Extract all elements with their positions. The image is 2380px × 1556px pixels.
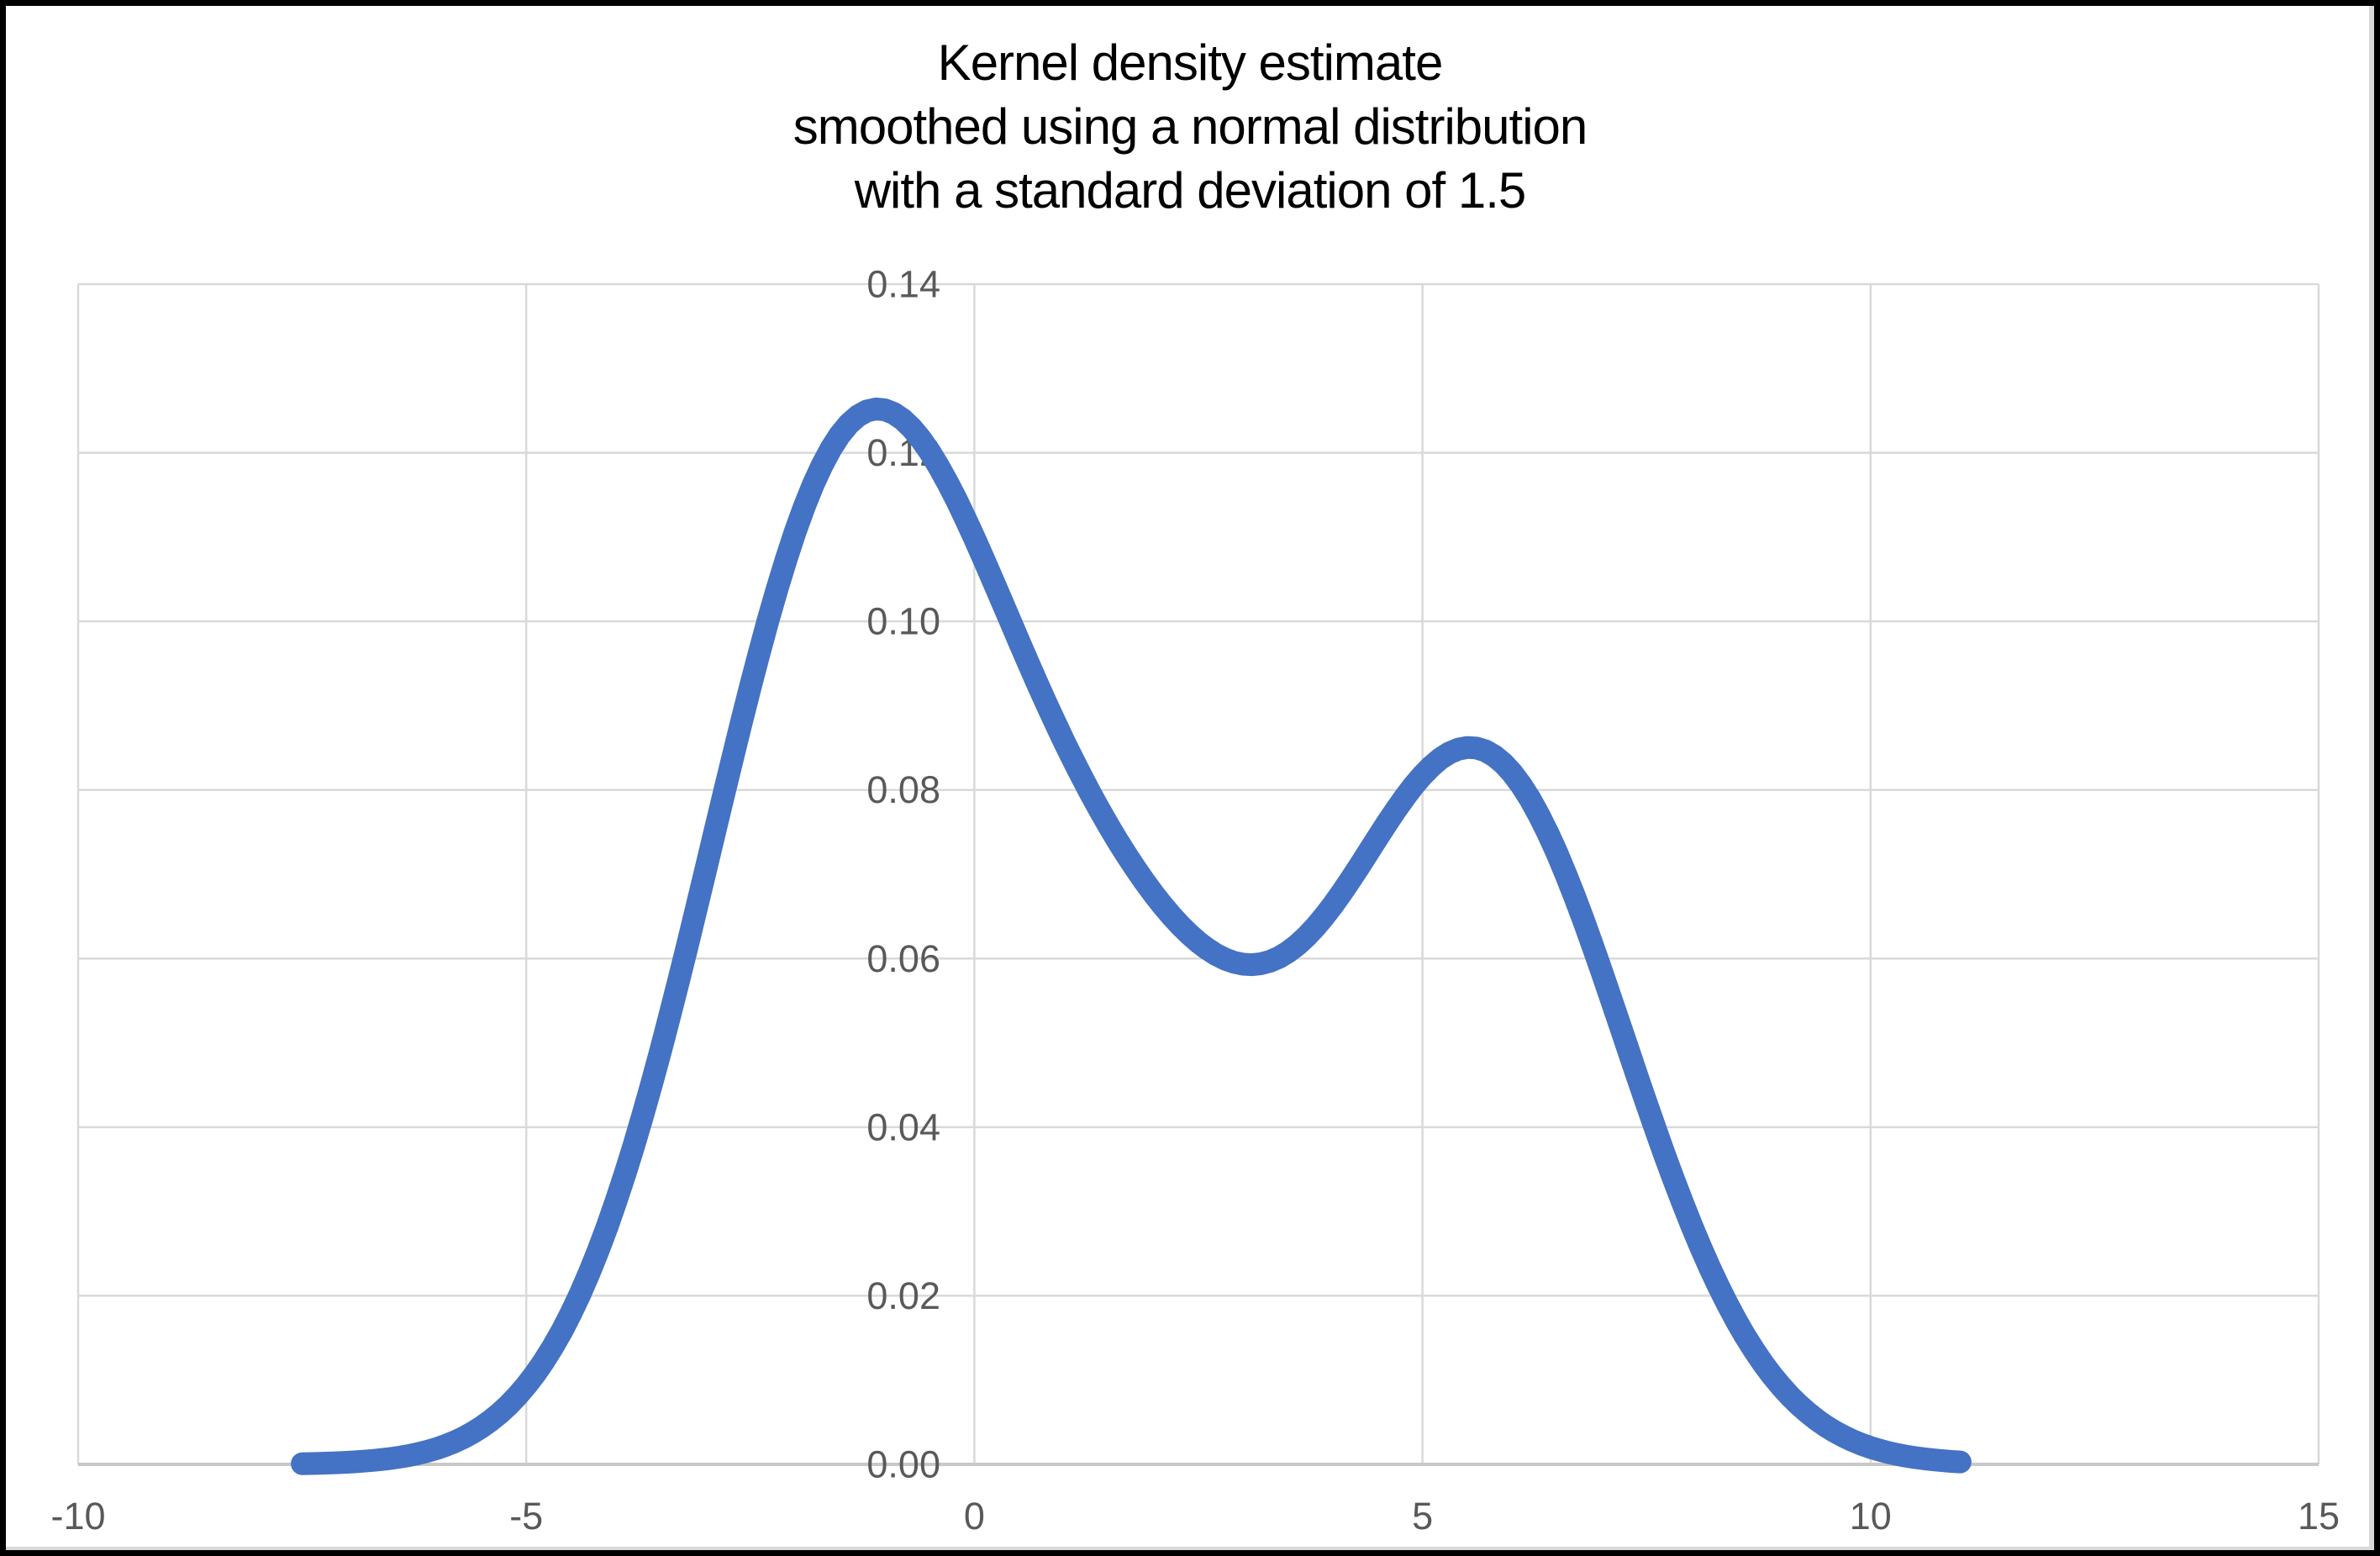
chart-title: Kernel density estimate smoothed using a… <box>6 31 2374 223</box>
chart-title-line-1: Kernel density estimate <box>937 34 1444 91</box>
y-tick-label: 0.10 <box>866 600 940 643</box>
y-tick-label: 0.04 <box>866 1105 940 1148</box>
x-tick-label: -10 <box>50 1495 105 1538</box>
y-tick-label: 0.08 <box>866 768 940 811</box>
chart-title-line-3: with a standard deviation of 1.5 <box>854 162 1527 219</box>
y-tick-label: 0.06 <box>866 937 940 980</box>
x-tick-label: 10 <box>1850 1495 1892 1538</box>
y-tick-label: 0.02 <box>866 1274 940 1317</box>
x-tick-label: 0 <box>964 1495 985 1538</box>
x-tick-label: 5 <box>1412 1495 1433 1538</box>
chart-title-line-2: smoothed using a normal distribution <box>792 98 1588 155</box>
kde-line-chart: 0.000.020.040.060.080.100.120.14-10 -5 0 5 1… <box>50 263 2340 1538</box>
kde-curve <box>291 398 1972 1475</box>
x-tick-label: -5 <box>509 1495 543 1538</box>
y-tick-label: 0.14 <box>866 263 940 306</box>
y-tick-label: 0.00 <box>866 1443 940 1486</box>
x-tick-label: 15 <box>2298 1495 2340 1538</box>
